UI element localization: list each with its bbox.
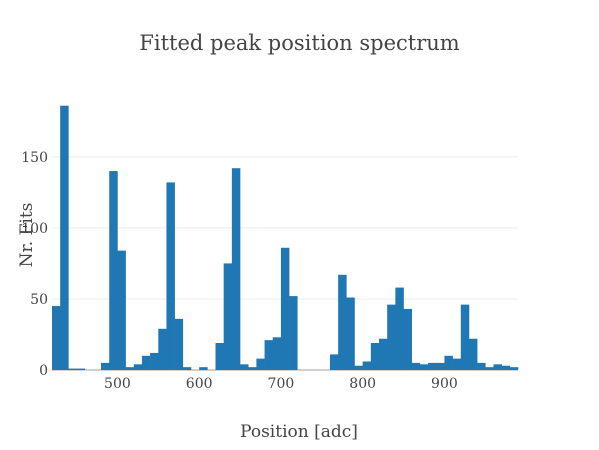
x-axis-title: Position [adc] <box>240 422 358 442</box>
histogram-bar <box>354 365 363 370</box>
y-tick-label: 50 <box>30 292 48 308</box>
histogram-bar <box>264 340 274 370</box>
x-tick-label: 900 <box>431 376 458 392</box>
histogram-bar <box>60 105 69 371</box>
histogram-bar <box>248 367 257 370</box>
histogram-bar <box>338 274 347 370</box>
histogram-bar <box>346 297 355 370</box>
histogram-bar <box>150 352 159 370</box>
histogram-bar <box>395 287 404 370</box>
histogram-bar <box>289 296 298 370</box>
histogram-bar <box>329 354 339 370</box>
histogram-bar <box>68 368 77 370</box>
histogram-bar <box>477 362 486 370</box>
y-axis-title: Nr. Fits <box>17 203 37 268</box>
histogram-bar <box>509 367 519 370</box>
histogram-bar <box>428 362 437 370</box>
histogram-bar <box>362 361 372 370</box>
histogram-bar <box>485 367 494 370</box>
histogram-bar <box>501 365 511 370</box>
histogram-bar <box>125 367 135 370</box>
histogram-bar <box>215 343 224 370</box>
x-tick-label: 800 <box>349 376 376 392</box>
histogram-bar <box>411 362 421 370</box>
histogram-bar <box>272 337 282 370</box>
histogram-bar <box>387 304 396 370</box>
y-tick-label: 150 <box>21 150 48 166</box>
histogram-bar <box>174 318 184 370</box>
histogram-bar <box>436 362 445 370</box>
histogram-bar <box>223 263 233 370</box>
histogram-bar <box>158 328 167 370</box>
x-tick-label: 500 <box>104 376 131 392</box>
histogram-bar <box>240 364 249 370</box>
chart-title: Fitted peak position spectrum <box>139 31 459 55</box>
histogram-bar <box>76 368 86 370</box>
histogram-bar <box>444 355 453 370</box>
histogram-bar <box>468 338 478 370</box>
y-axis-ticks: 0 50 100 150 <box>21 150 48 379</box>
x-tick-label: 600 <box>186 376 213 392</box>
histogram-bar <box>379 338 388 370</box>
histogram-bar <box>452 358 462 370</box>
y-tick-label: 100 <box>21 221 48 237</box>
histogram-bar <box>199 367 208 370</box>
histogram-bar <box>101 362 110 370</box>
histogram-bar <box>231 168 241 370</box>
histogram-bar <box>52 306 61 370</box>
histogram-bar <box>403 308 413 370</box>
bars <box>52 105 519 371</box>
histogram-bar <box>166 182 175 370</box>
y-tick-label: 0 <box>39 363 48 379</box>
histogram-bar <box>141 355 151 370</box>
histogram-bar <box>280 247 290 370</box>
x-axis-ticks: 500 600 700 800 900 <box>104 376 458 392</box>
histogram-bar <box>370 343 380 370</box>
histogram-bar <box>182 367 192 370</box>
histogram-bar <box>117 250 126 370</box>
histogram-bar <box>256 358 265 370</box>
histogram-bar <box>109 171 118 370</box>
histogram-bar <box>419 364 429 370</box>
histogram-bar <box>493 364 502 370</box>
histogram-bar <box>460 304 470 370</box>
x-tick-label: 700 <box>268 376 295 392</box>
histogram-bar <box>133 364 143 370</box>
